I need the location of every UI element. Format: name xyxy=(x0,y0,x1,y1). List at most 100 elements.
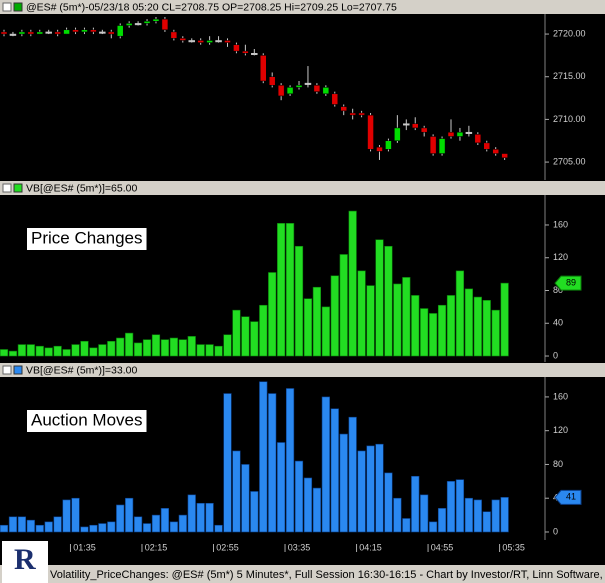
bar xyxy=(294,460,304,533)
bar xyxy=(446,481,456,533)
last-value-label: 41 xyxy=(566,492,576,502)
bar xyxy=(303,477,313,533)
annotation-box xyxy=(27,410,147,432)
y-tick-label: 80 xyxy=(553,285,563,295)
candle-body xyxy=(438,138,446,154)
bar xyxy=(464,288,473,357)
bar xyxy=(437,508,447,533)
y-tick-label: 0 xyxy=(553,350,558,360)
panel-header xyxy=(0,363,605,377)
bar xyxy=(62,499,71,533)
candle-body xyxy=(394,127,401,141)
bar xyxy=(71,497,80,533)
bar xyxy=(89,524,98,533)
bar xyxy=(277,442,286,533)
bar xyxy=(196,344,205,357)
bar xyxy=(178,339,187,357)
bar xyxy=(107,340,116,357)
candle-body xyxy=(411,123,419,129)
bar xyxy=(26,344,35,357)
candle-body xyxy=(304,82,312,85)
bar xyxy=(80,526,89,533)
bar xyxy=(321,396,330,533)
bar xyxy=(26,519,35,533)
bar xyxy=(8,350,18,357)
bar xyxy=(348,416,357,533)
bar xyxy=(339,433,348,533)
panel-title: VB[@ES# (5m*)]=33.00 xyxy=(26,364,137,376)
annotation: Price Changes xyxy=(31,228,143,247)
y-tick-label: 80 xyxy=(553,459,563,469)
status-bar xyxy=(0,565,605,583)
bar xyxy=(0,349,9,357)
bar xyxy=(98,523,107,533)
bar xyxy=(62,349,71,357)
bar xyxy=(294,245,304,357)
bar xyxy=(187,494,196,533)
candle-body xyxy=(286,87,294,95)
candle-body xyxy=(206,40,213,43)
bar xyxy=(53,516,62,533)
candle-body xyxy=(152,18,160,22)
bar xyxy=(312,286,322,357)
panel-header xyxy=(0,181,605,195)
candle-body xyxy=(134,23,142,26)
bar xyxy=(151,514,161,533)
bar xyxy=(223,334,232,357)
candle-body xyxy=(242,50,249,54)
candle-body xyxy=(349,112,356,116)
x-tick-label: 02:15 xyxy=(145,542,168,552)
candle-body xyxy=(224,40,231,43)
candle-body xyxy=(108,31,115,35)
bar xyxy=(0,524,9,533)
bar xyxy=(375,239,384,357)
candle-body xyxy=(492,149,499,154)
bar xyxy=(402,277,411,357)
bar xyxy=(241,464,250,533)
candle-body xyxy=(420,127,428,133)
y-tick-label: 0 xyxy=(553,526,558,536)
annotation: Auction Moves xyxy=(31,410,143,429)
candle-body xyxy=(72,29,79,33)
x-tick-label: 01:35 xyxy=(73,542,96,552)
candle-body xyxy=(456,131,464,137)
logo-bg xyxy=(2,541,48,583)
bar xyxy=(393,283,402,357)
bar xyxy=(142,339,152,357)
bar xyxy=(285,388,295,533)
candle-body xyxy=(385,140,392,150)
bar xyxy=(35,345,44,357)
candle-body xyxy=(340,106,347,112)
bar xyxy=(303,298,313,357)
panel-title: @ES# (5m*)-05/23/18 05:20 CL=2708.75 OP=… xyxy=(26,1,397,13)
x-tick-label: 05:35 xyxy=(502,542,525,552)
bar xyxy=(375,443,384,533)
bar xyxy=(429,313,438,357)
logo-letter: R xyxy=(14,543,36,576)
bar xyxy=(116,337,125,357)
candle-body xyxy=(215,40,222,43)
bar xyxy=(366,285,375,357)
bar xyxy=(455,270,465,357)
bar xyxy=(473,499,482,533)
header-icon xyxy=(2,183,12,193)
bar xyxy=(205,502,214,533)
bar xyxy=(232,309,241,357)
header-icon xyxy=(2,2,12,12)
candle-body xyxy=(331,93,339,105)
bar xyxy=(187,336,196,357)
bar xyxy=(250,491,259,533)
candle-body xyxy=(295,85,303,88)
bar xyxy=(384,245,393,357)
y-tick-label: 2720.00 xyxy=(553,28,586,38)
bar xyxy=(330,408,339,533)
bar xyxy=(500,282,509,357)
candle-body xyxy=(179,38,187,41)
candle-body xyxy=(268,76,276,86)
bar xyxy=(205,344,214,357)
bar xyxy=(393,497,402,533)
candle-body xyxy=(277,85,285,97)
bar xyxy=(491,499,500,533)
candle-body xyxy=(54,31,61,35)
bar xyxy=(348,210,357,357)
